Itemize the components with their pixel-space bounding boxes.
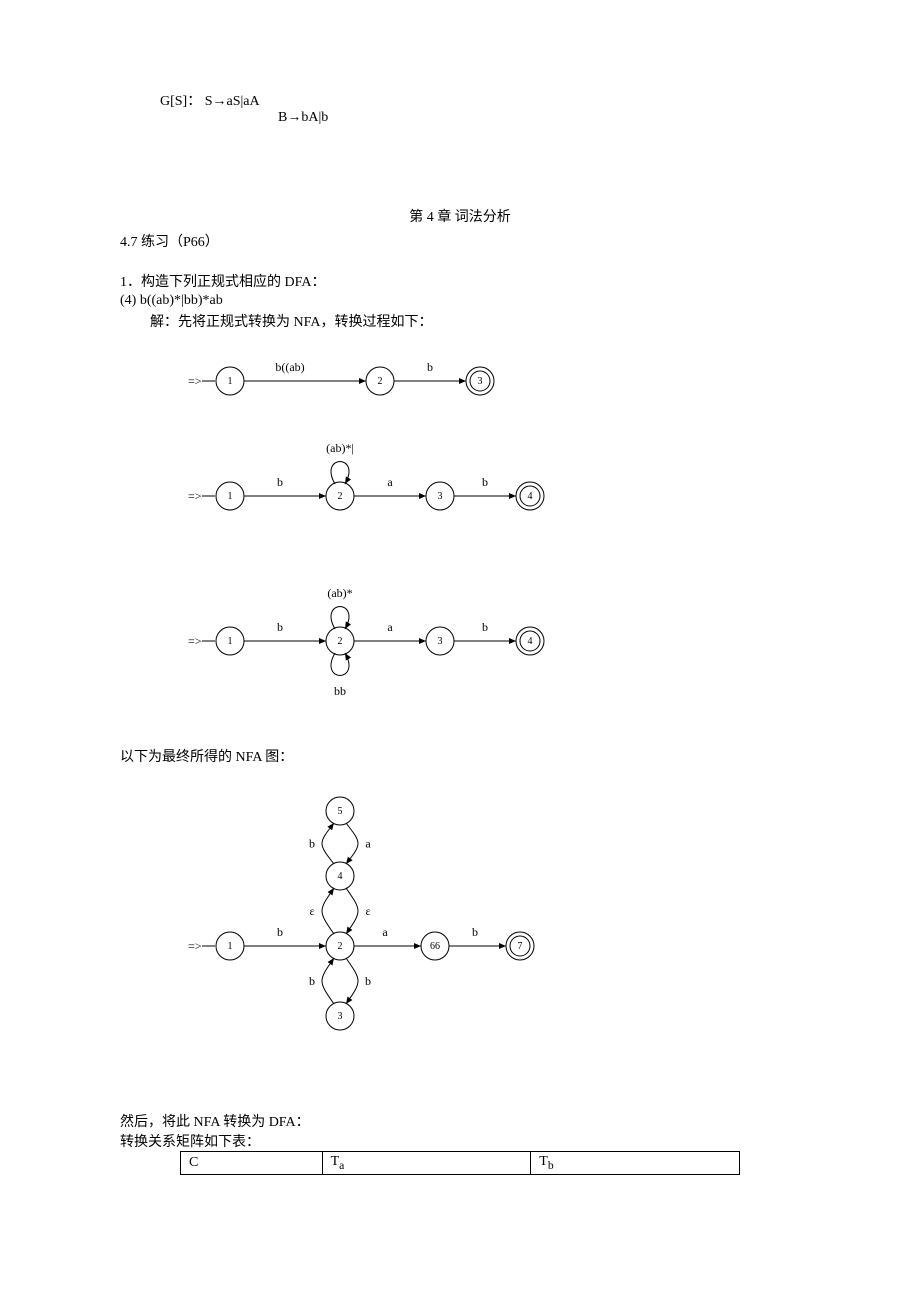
svg-text:(ab)*|: (ab)*| xyxy=(326,441,354,455)
solution-intro: 解：先将正规式转换为 NFA，转换过程如下： xyxy=(150,311,800,331)
svg-text:b: b xyxy=(427,360,433,374)
svg-text:5: 5 xyxy=(338,806,343,817)
svg-text:a: a xyxy=(382,925,388,939)
section-title: 4.7 练习（P66） xyxy=(120,231,800,251)
svg-text:1: 1 xyxy=(228,941,233,952)
svg-text:2: 2 xyxy=(338,491,343,502)
problem-number: 1．构造下列正规式相应的 DFA： xyxy=(120,271,800,291)
svg-text:3: 3 xyxy=(338,1011,343,1022)
svg-text:b: b xyxy=(482,475,488,489)
svg-text:a: a xyxy=(365,837,371,851)
grammar-block: G[S]： S→aS|aA B→bA|b xyxy=(160,90,800,126)
svg-text:b: b xyxy=(365,974,371,988)
final-nfa-diagram: 541=>26673babbaεεbb xyxy=(170,786,800,1061)
svg-text:3: 3 xyxy=(438,491,443,502)
nfa-step-1: 1 => 2 3 b((ab) b xyxy=(170,351,800,416)
svg-text:=>: => xyxy=(188,634,202,648)
svg-text:b((ab): b((ab) xyxy=(275,360,304,374)
svg-text:2: 2 xyxy=(338,636,343,647)
svg-text:bb: bb xyxy=(334,684,346,698)
svg-text:1: 1 xyxy=(228,636,233,647)
svg-text:a: a xyxy=(387,475,393,489)
svg-text:4: 4 xyxy=(528,636,533,647)
svg-text:66: 66 xyxy=(430,941,440,952)
svg-text:(ab)*: (ab)* xyxy=(327,586,352,600)
svg-text:b: b xyxy=(277,475,283,489)
svg-text:=>: => xyxy=(188,489,202,503)
svg-text:4: 4 xyxy=(528,491,533,502)
convert-line-2: 转换关系矩阵如下表： xyxy=(120,1131,800,1151)
matrix-col-c: C xyxy=(189,1155,198,1170)
nfa-step-3: 1 => 2 (ab)* bb 3 4 b a b xyxy=(170,571,800,726)
chapter-title: 第 4 章 词法分析 xyxy=(120,206,800,226)
svg-text:b: b xyxy=(277,925,283,939)
grammar-line-1: G[S]： S→aS|aA xyxy=(160,90,800,110)
svg-text:ε: ε xyxy=(309,904,314,918)
svg-text:2: 2 xyxy=(378,376,383,387)
svg-text:2: 2 xyxy=(338,941,343,952)
svg-text:b: b xyxy=(482,620,488,634)
nfa-step-2: 1 => 2 (ab)*| 3 4 b a b xyxy=(170,436,800,541)
svg-text:4: 4 xyxy=(338,871,343,882)
convert-line-1: 然后，将此 NFA 转换为 DFA： xyxy=(120,1111,800,1131)
svg-text:ε: ε xyxy=(365,904,370,918)
svg-text:b: b xyxy=(309,974,315,988)
svg-text:=>: => xyxy=(188,939,202,953)
svg-text:=>: => xyxy=(188,374,202,388)
svg-text:7: 7 xyxy=(518,941,523,952)
svg-text:3: 3 xyxy=(478,376,483,387)
subproblem: (4) b((ab)*|bb)*ab xyxy=(120,293,800,309)
svg-text:a: a xyxy=(387,620,393,634)
transition-matrix: C Ta Tb xyxy=(180,1151,740,1175)
svg-text:b: b xyxy=(277,620,283,634)
grammar-line-2: B→bA|b xyxy=(278,110,800,126)
svg-text:b: b xyxy=(309,837,315,851)
svg-text:b: b xyxy=(472,925,478,939)
final-nfa-caption: 以下为最终所得的 NFA 图： xyxy=(120,746,800,766)
svg-text:1: 1 xyxy=(228,376,233,387)
svg-text:1: 1 xyxy=(228,491,233,502)
svg-text:3: 3 xyxy=(438,636,443,647)
